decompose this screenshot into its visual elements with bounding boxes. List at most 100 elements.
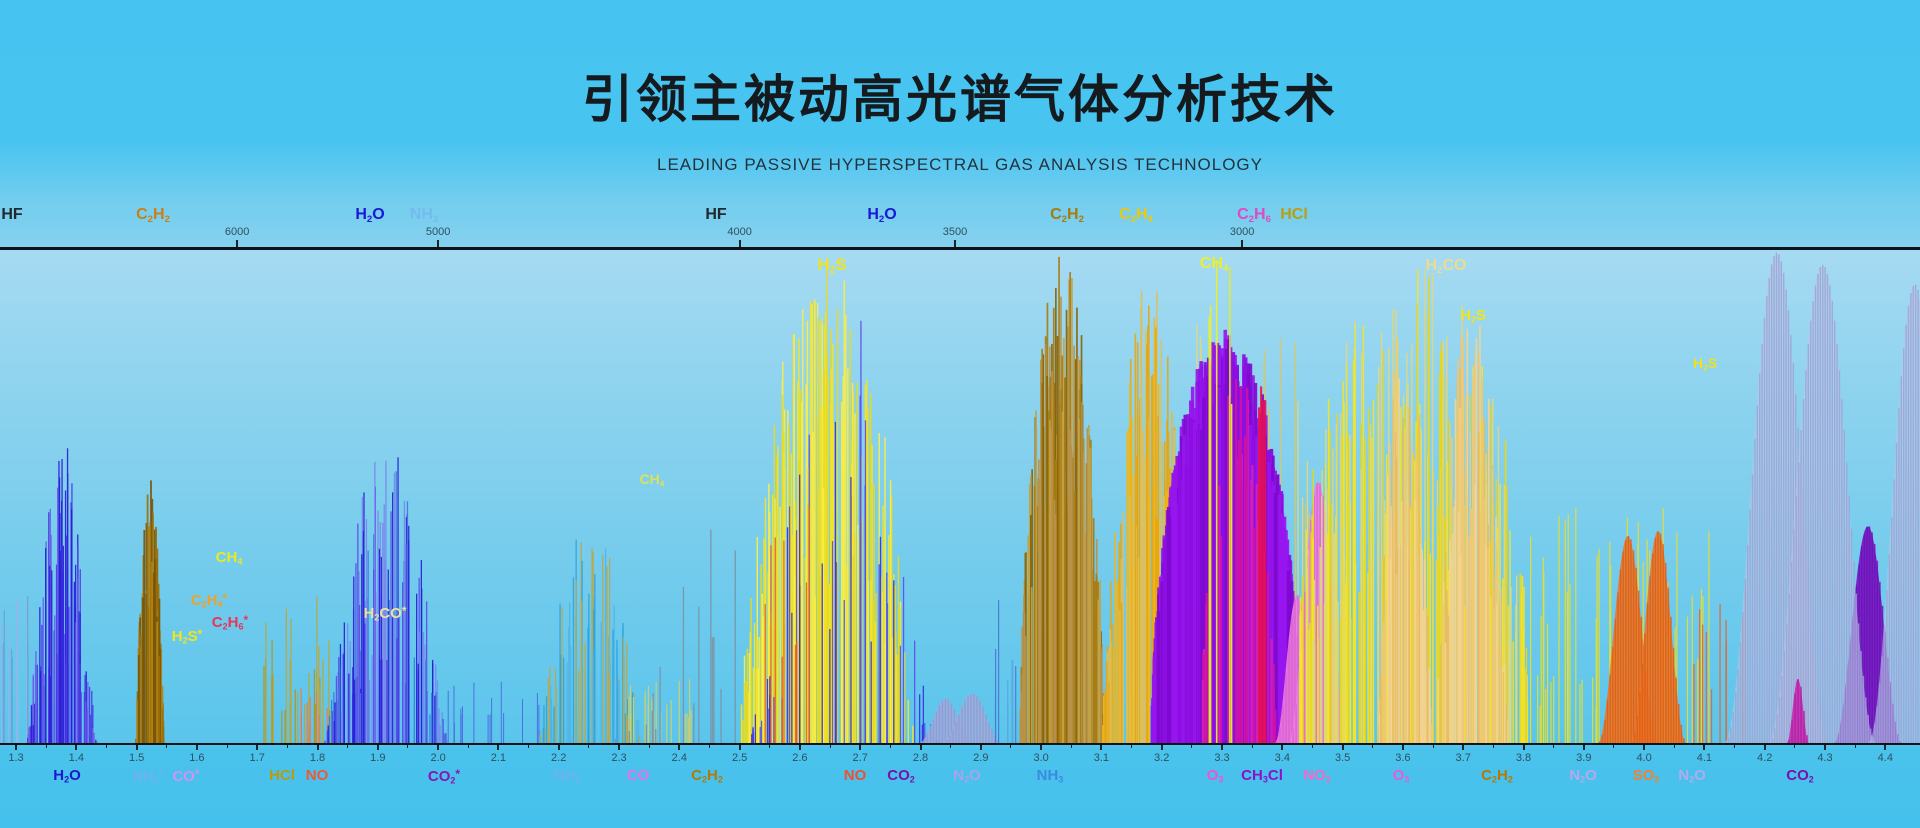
bottom-minor-tick (1372, 745, 1374, 748)
spectral-band-H2O (324, 457, 448, 743)
bottom-tick-label: 1.8 (309, 752, 326, 764)
bottom-major-tick (678, 745, 681, 750)
bottom-major-tick (1221, 745, 1223, 750)
page-title: 引领主被动高光谱气体分析技术 (581, 71, 1338, 128)
bottom-minor-tick (1131, 745, 1133, 748)
top-gas-label-C2H2: C2H2 (136, 206, 170, 225)
bottom-tick-label: 1.5 (128, 752, 145, 764)
bottom-tick-label: 2.6 (792, 752, 808, 764)
bottom-major-tick (618, 745, 620, 750)
spectral-band-N2O (919, 693, 1002, 743)
top-tick (738, 240, 741, 247)
bottom-minor-tick (1070, 745, 1072, 748)
annotation-CH4: CH4 (215, 549, 243, 567)
bottom-gas-label-CO2: CO2 (887, 767, 915, 785)
bottom-tick-label: 1.7 (249, 752, 265, 764)
bottom-tick-label: 3.5 (1334, 752, 1351, 764)
bottom-tick-label: 3.4 (1274, 752, 1290, 764)
bottom-major-tick (1100, 745, 1103, 750)
annotation-H2S: H2S (817, 255, 847, 277)
bottom-major-tick (1824, 745, 1826, 750)
top-gas-label-H2O: H2O (867, 206, 897, 225)
top-tick-label: 3000 (1229, 226, 1255, 238)
bottom-minor-tick (829, 745, 831, 748)
bottom-tick-label: 2.8 (912, 752, 929, 764)
bottom-major-tick (1401, 745, 1404, 750)
bottom-tick-label: 3.2 (1154, 752, 1170, 764)
bottom-major-tick (1341, 745, 1344, 750)
spectral-band-H2CO (1378, 337, 1433, 743)
spectral-band-CO2 (1724, 252, 1920, 743)
annotation-H2CO: H2CO (1425, 257, 1467, 276)
spectral-band-HF (614, 529, 736, 743)
spectral-band-C2H2 (1019, 256, 1105, 743)
top-tick (437, 240, 440, 247)
bottom-minor-tick (769, 745, 771, 748)
bottom-tick-label: 1.4 (68, 752, 84, 764)
bottom-major-tick (1884, 745, 1887, 750)
bottom-major-tick (859, 745, 862, 750)
bottom-tick-label: 2.0 (430, 752, 446, 764)
bottom-tick-label: 1.6 (189, 752, 205, 764)
bottom-major-tick (798, 745, 801, 750)
top-gas-label-HF: HF (705, 206, 727, 223)
bottom-minor-tick (1673, 745, 1675, 748)
bottom-minor-tick (950, 745, 952, 748)
top-gas-label-HF: HF (1, 206, 23, 223)
bottom-gas-label-N2O: N2O (1569, 767, 1597, 785)
bottom-minor-tick (708, 745, 710, 748)
annotation-C2H4: C2H4* (190, 591, 228, 610)
bottom-minor-tick (1010, 745, 1012, 748)
bottom-major-tick (1582, 745, 1585, 750)
bottom-tick-label: 3.9 (1576, 752, 1592, 764)
bottom-major-tick (557, 745, 560, 750)
bottom-gas-label-SO2: SO2 (1632, 767, 1660, 785)
bottom-tick-label: 2.4 (671, 752, 687, 764)
bottom-minor-tick (1311, 745, 1313, 748)
spectral-band-H2CO (1437, 325, 1508, 743)
spectral-band-CH4 (1208, 259, 1233, 743)
bottom-gas-label-NH3: NH3 (553, 767, 581, 785)
bottom-tick-label: 3.7 (1455, 752, 1471, 764)
top-gas-label-H2O: H2O (355, 206, 385, 225)
bottom-tick-label: 2.5 (731, 752, 748, 764)
spectral-band-NO2 (1786, 678, 1809, 743)
bottom-major-tick (979, 745, 982, 750)
top-gas-label-C2H2: C2H2 (1050, 206, 1084, 225)
top-gas-label-NH3: NH3 (409, 206, 439, 225)
bottom-gas-label-NO: NO (305, 767, 329, 784)
bottom-minor-tick (528, 745, 530, 748)
bottom-gas-label-C2H2: C2H2 (691, 767, 723, 785)
bottom-major-tick (1703, 745, 1706, 750)
bottom-minor-tick (347, 745, 349, 748)
spectral-band-SO2 (1597, 531, 1686, 743)
bottom-major-tick (75, 745, 78, 750)
bottom-major-tick (1281, 745, 1284, 750)
annotation-H2CO: H2CO* (363, 604, 407, 623)
top-tick (1241, 240, 1244, 247)
bottom-gas-label-NO2: NO2 (1303, 767, 1331, 785)
bottom-minor-tick (1854, 745, 1856, 748)
bottom-minor-tick (467, 745, 469, 748)
top-gas-label-C2H4: C2H4 (1119, 206, 1153, 225)
bottom-tick-label: 4.4 (1877, 752, 1893, 764)
bottom-gas-label-O3: O3 (1206, 767, 1224, 785)
bottom-gas-label-NH3: NH3* (132, 767, 164, 786)
bottom-major-tick (437, 745, 440, 750)
bottom-minor-tick (226, 745, 228, 748)
bottom-tick-label: 4.3 (1817, 752, 1833, 764)
bottom-tick-label: 2.9 (973, 752, 989, 764)
bottom-gas-label-NO: NO (843, 767, 867, 784)
bottom-gas-label-CH3Cl: CH3Cl (1241, 767, 1283, 785)
bottom-minor-tick (1794, 745, 1796, 748)
bottom-minor-tick (1432, 745, 1434, 748)
bottom-axis-line (0, 743, 1920, 745)
bottom-gas-label-N2O: N2O (1678, 767, 1706, 785)
spectral-band-H2O (27, 448, 98, 743)
annotation-H2S: H2S* (171, 627, 203, 646)
top-tick-label: 5000 (425, 226, 451, 238)
bottom-minor-tick (648, 745, 650, 748)
annotation-C2H6: C2H6* (211, 613, 249, 632)
spectral-band-NO (764, 506, 810, 743)
bottom-tick-label: 4.2 (1757, 752, 1773, 764)
